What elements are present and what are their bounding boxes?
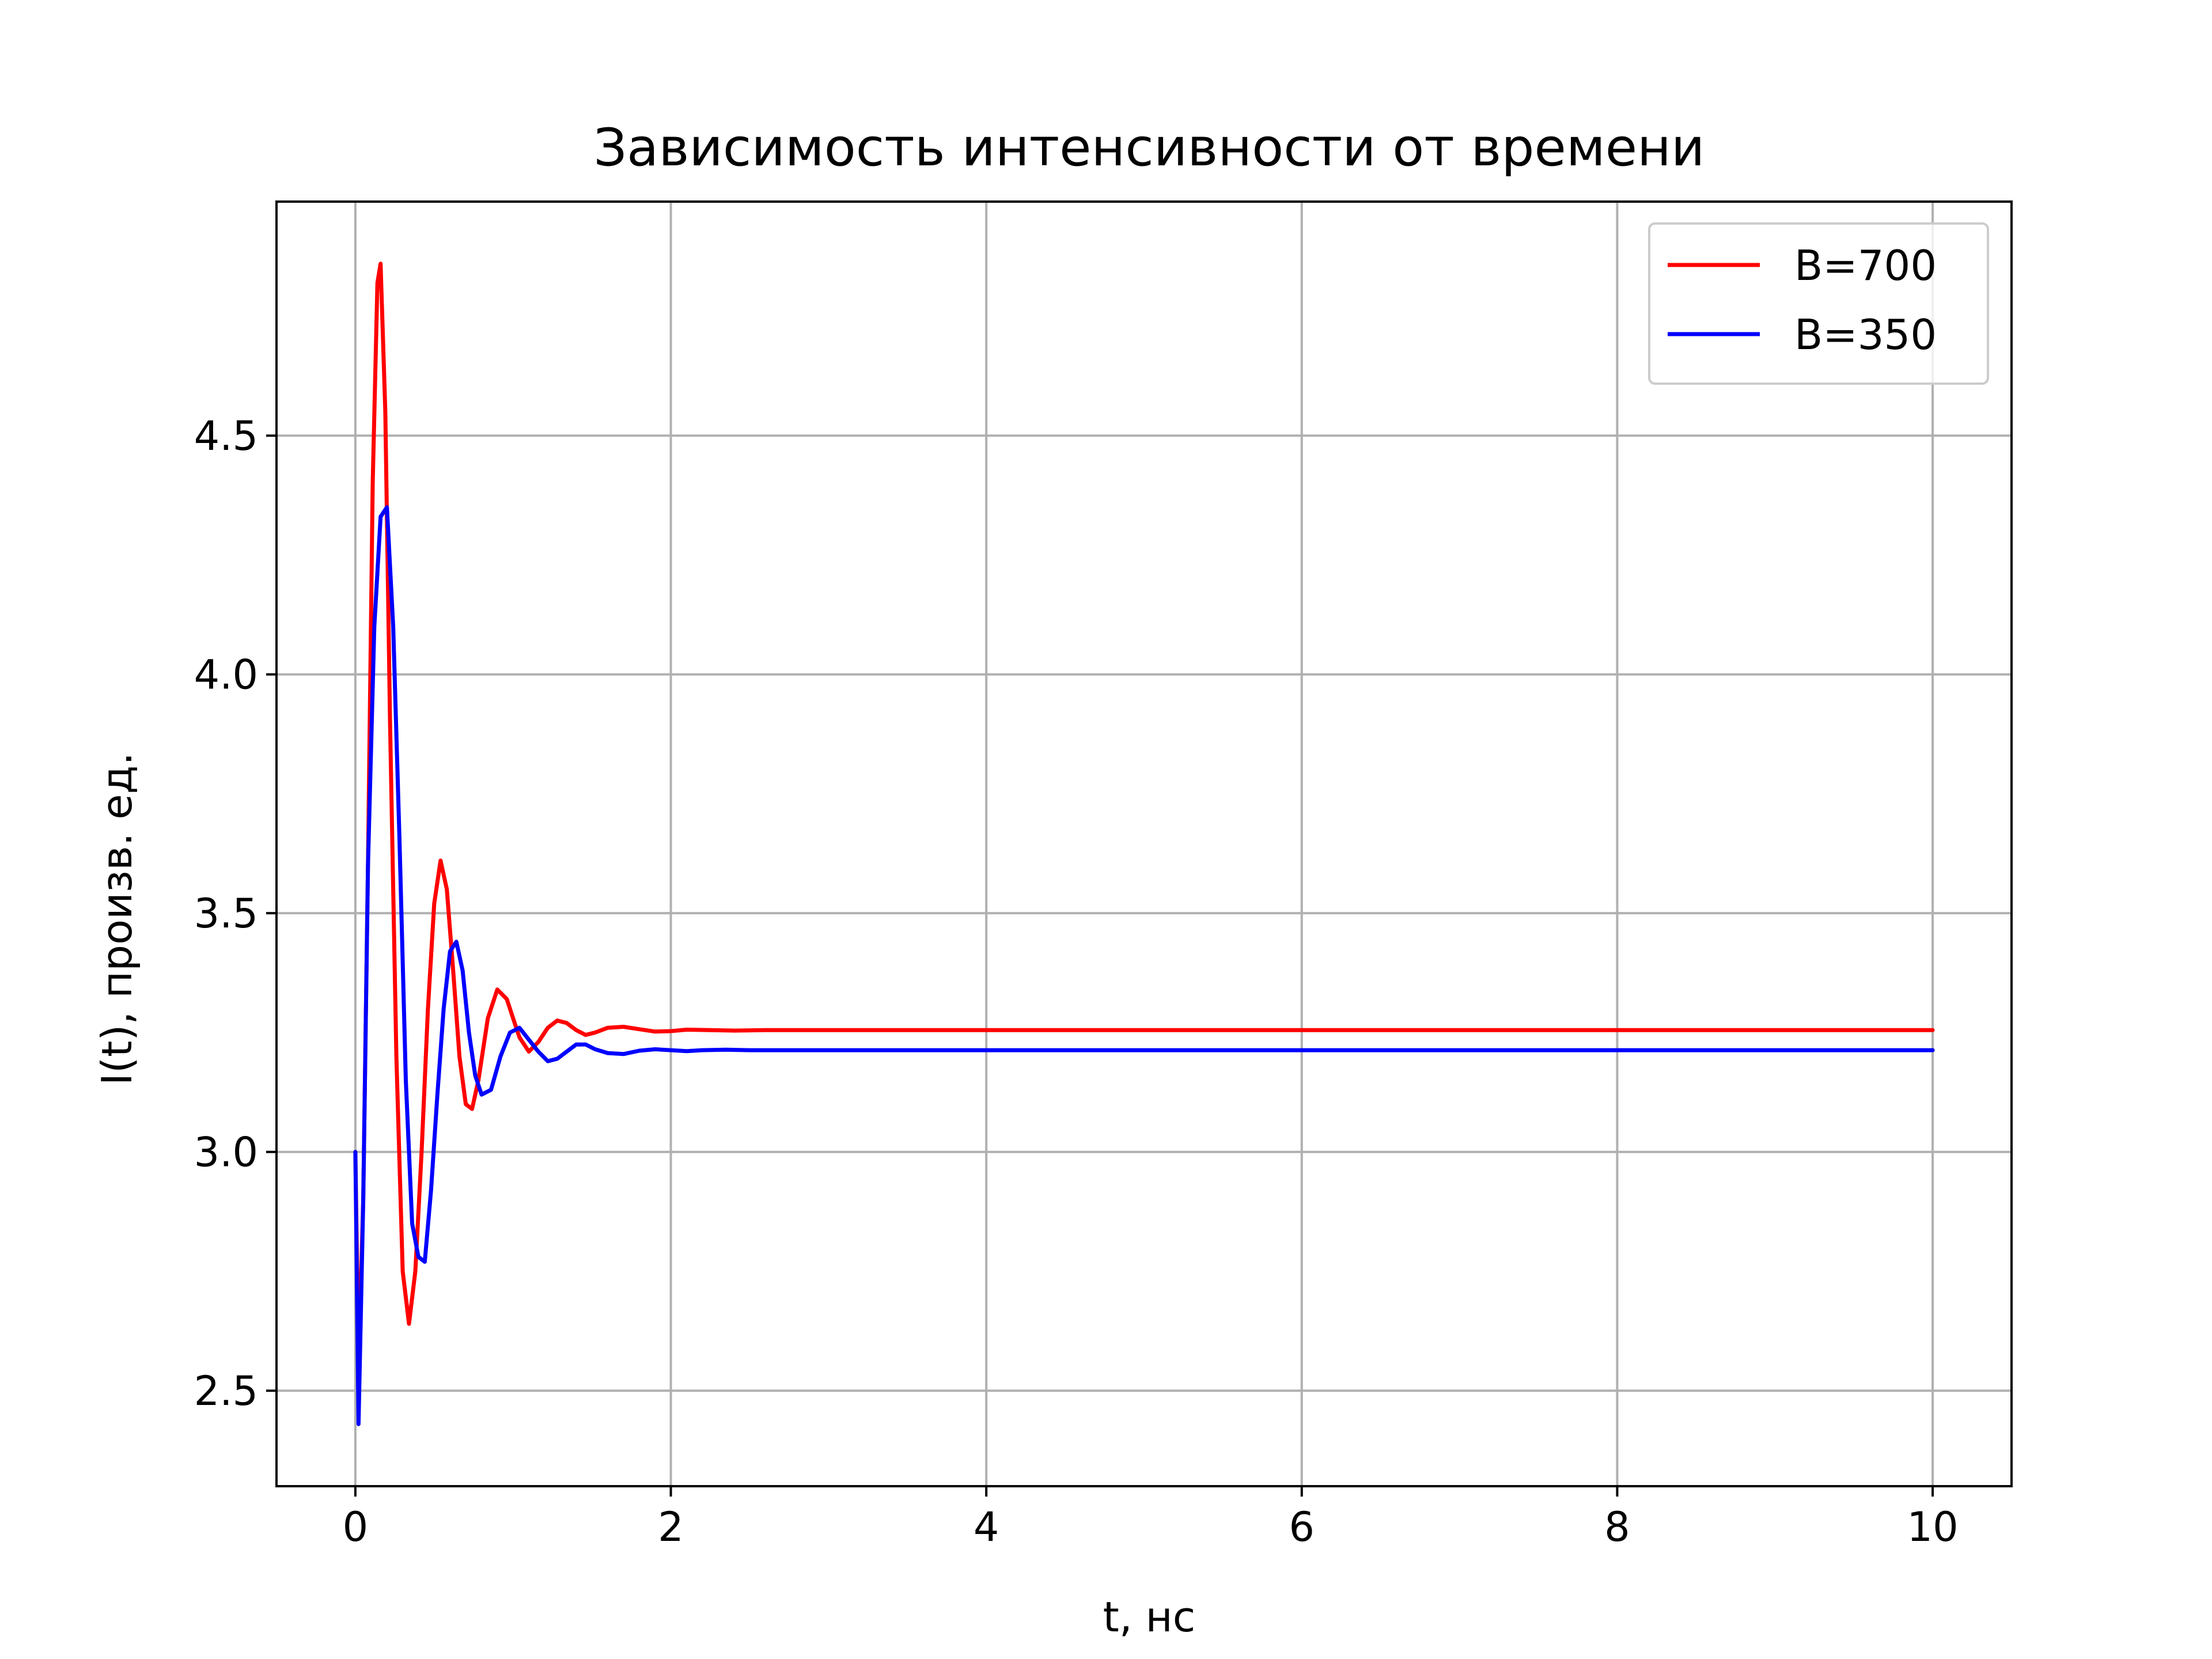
series-line-2 <box>353 505 1935 1426</box>
plot-frame <box>275 200 2013 1487</box>
x-tick-label: 8 <box>1604 1503 1630 1551</box>
y-tick-label: 3.0 <box>194 1129 258 1176</box>
x-tick-label: 10 <box>1907 1503 1959 1551</box>
grid <box>276 202 2012 1486</box>
x-tick-label: 4 <box>974 1503 999 1551</box>
y-tick-label: 4.0 <box>194 652 258 699</box>
y-tick-label: 3.5 <box>194 890 258 937</box>
legend-label: B=350 <box>1794 310 1937 359</box>
x-axis-label: t, нс <box>1103 1593 1196 1641</box>
series-layer <box>353 262 1935 1426</box>
axis-ticks: 0 2 4 6 8 10 2.5 3.0 3.5 4.0 4.5 <box>194 412 1959 1551</box>
legend: B=700 B=350 <box>1648 222 1989 385</box>
x-tick-label: 2 <box>658 1503 684 1551</box>
legend-label: B=700 <box>1794 241 1937 290</box>
y-tick-label: 4.5 <box>194 412 258 460</box>
y-axis-label: I(t), произв. ед. <box>93 752 141 1086</box>
chart-title: Зависимость интенсивности от времени <box>593 118 1705 178</box>
x-tick-label: 6 <box>1289 1503 1315 1551</box>
plot-area <box>276 202 2012 1486</box>
x-tick-label: 0 <box>343 1503 369 1551</box>
y-tick-label: 2.5 <box>194 1368 258 1415</box>
